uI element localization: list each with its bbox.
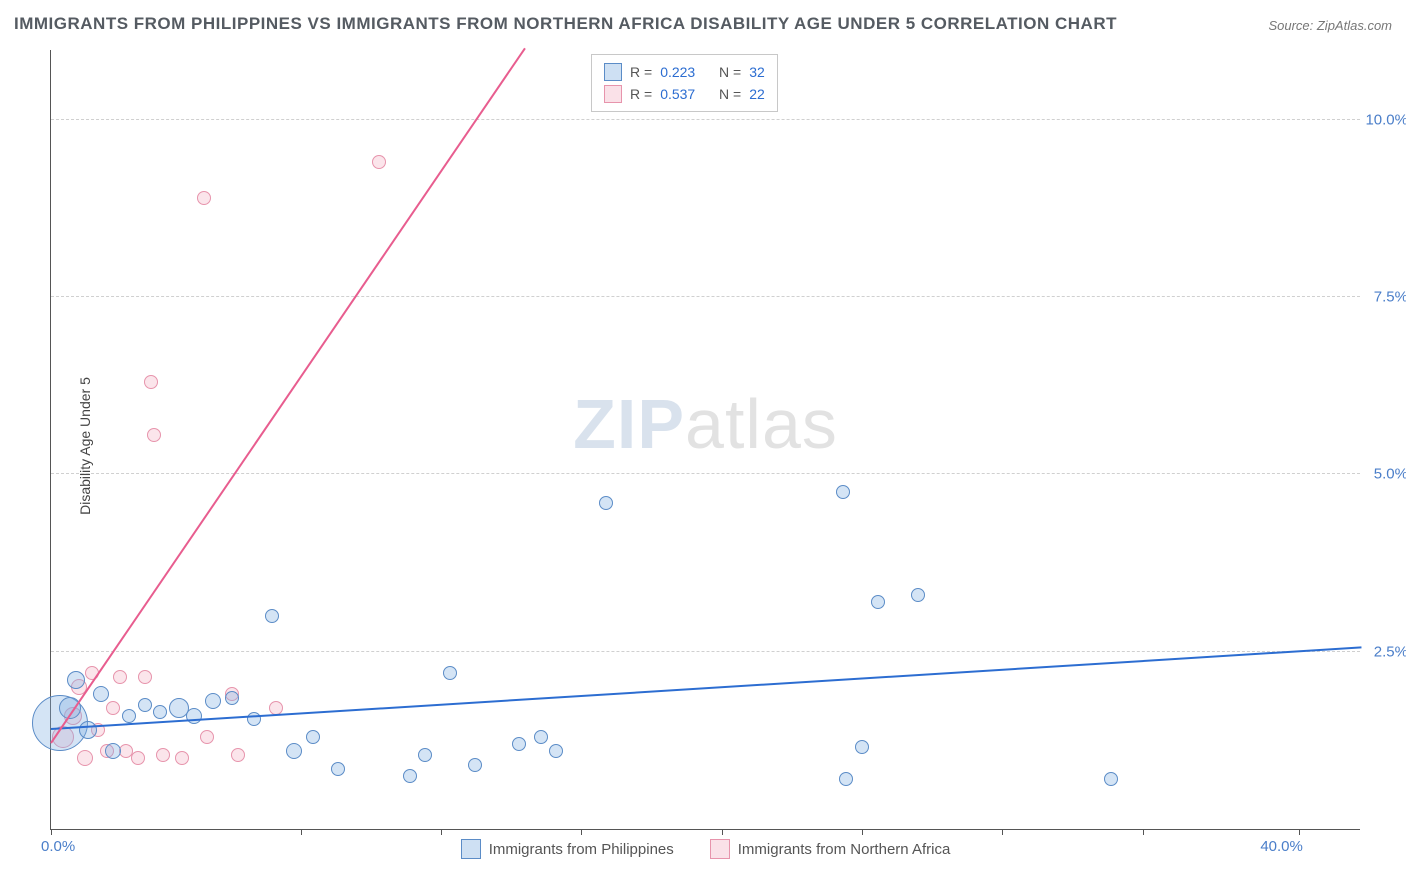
n-value-blue: 32 xyxy=(749,64,765,80)
data-point xyxy=(113,670,127,684)
data-point xyxy=(286,743,302,759)
x-tick xyxy=(722,829,723,835)
data-point xyxy=(77,750,93,766)
data-point xyxy=(67,671,85,689)
grid-line xyxy=(51,119,1360,120)
data-point xyxy=(372,155,386,169)
data-point xyxy=(534,730,548,744)
data-point xyxy=(1104,772,1118,786)
x-tick xyxy=(1299,829,1300,835)
y-tick-label: 7.5% xyxy=(1374,289,1406,306)
r-value-blue: 0.223 xyxy=(660,64,695,80)
legend-swatch-pink-icon xyxy=(710,839,730,859)
data-point xyxy=(106,701,120,715)
x-tick xyxy=(1002,829,1003,835)
data-point xyxy=(122,709,136,723)
chart-container: IMMIGRANTS FROM PHILIPPINES VS IMMIGRANT… xyxy=(0,0,1406,892)
x-tick xyxy=(51,829,52,835)
data-point xyxy=(265,609,279,623)
data-point xyxy=(225,691,239,705)
data-point xyxy=(131,751,145,765)
data-point xyxy=(153,705,167,719)
data-point xyxy=(839,772,853,786)
swatch-blue-icon xyxy=(604,63,622,81)
legend-swatch-blue-icon xyxy=(461,839,481,859)
legend: Immigrants from Philippines Immigrants f… xyxy=(51,839,1360,859)
chart-title: IMMIGRANTS FROM PHILIPPINES VS IMMIGRANT… xyxy=(14,14,1117,34)
source-attribution: Source: ZipAtlas.com xyxy=(1268,18,1392,33)
data-point xyxy=(418,748,432,762)
stats-row-blue: R = 0.223 N = 32 xyxy=(604,61,765,83)
data-point xyxy=(306,730,320,744)
x-tick xyxy=(1143,829,1144,835)
plot-area: ZIPatlas R = 0.223 N = 32 R = 0.537 N = … xyxy=(50,50,1360,830)
legend-item-pink: Immigrants from Northern Africa xyxy=(710,839,951,859)
stats-row-pink: R = 0.537 N = 22 xyxy=(604,83,765,105)
data-point xyxy=(138,698,152,712)
data-point xyxy=(156,748,170,762)
trend-line-pink xyxy=(50,47,526,743)
data-point xyxy=(855,740,869,754)
swatch-pink-icon xyxy=(604,85,622,103)
data-point xyxy=(197,191,211,205)
legend-item-blue: Immigrants from Philippines xyxy=(461,839,674,859)
data-point xyxy=(443,666,457,680)
data-point xyxy=(147,428,161,442)
data-point xyxy=(549,744,563,758)
x-tick-label: 0.0% xyxy=(41,838,75,855)
x-tick xyxy=(862,829,863,835)
y-tick-label: 2.5% xyxy=(1374,643,1406,660)
legend-label-pink: Immigrants from Northern Africa xyxy=(738,841,951,858)
data-point xyxy=(599,496,613,510)
watermark: ZIPatlas xyxy=(573,384,838,464)
data-point xyxy=(138,670,152,684)
data-point xyxy=(836,485,850,499)
x-tick-label: 40.0% xyxy=(1260,838,1303,855)
y-tick-label: 5.0% xyxy=(1374,466,1406,483)
r-value-pink: 0.537 xyxy=(660,86,695,102)
trend-line-blue xyxy=(51,646,1361,730)
data-point xyxy=(231,748,245,762)
x-tick xyxy=(581,829,582,835)
data-point xyxy=(512,737,526,751)
data-point xyxy=(911,588,925,602)
grid-line xyxy=(51,651,1360,652)
x-tick xyxy=(441,829,442,835)
data-point xyxy=(205,693,221,709)
data-point xyxy=(331,762,345,776)
x-tick xyxy=(301,829,302,835)
data-point xyxy=(79,721,97,739)
data-point xyxy=(105,743,121,759)
data-point xyxy=(144,375,158,389)
data-point xyxy=(468,758,482,772)
data-point xyxy=(93,686,109,702)
n-value-pink: 22 xyxy=(749,86,765,102)
y-tick-label: 10.0% xyxy=(1365,111,1406,128)
grid-line xyxy=(51,473,1360,474)
data-point xyxy=(403,769,417,783)
legend-label-blue: Immigrants from Philippines xyxy=(489,841,674,858)
data-point xyxy=(200,730,214,744)
grid-line xyxy=(51,296,1360,297)
data-point xyxy=(175,751,189,765)
data-point xyxy=(871,595,885,609)
correlation-stats-box: R = 0.223 N = 32 R = 0.537 N = 22 xyxy=(591,54,778,112)
